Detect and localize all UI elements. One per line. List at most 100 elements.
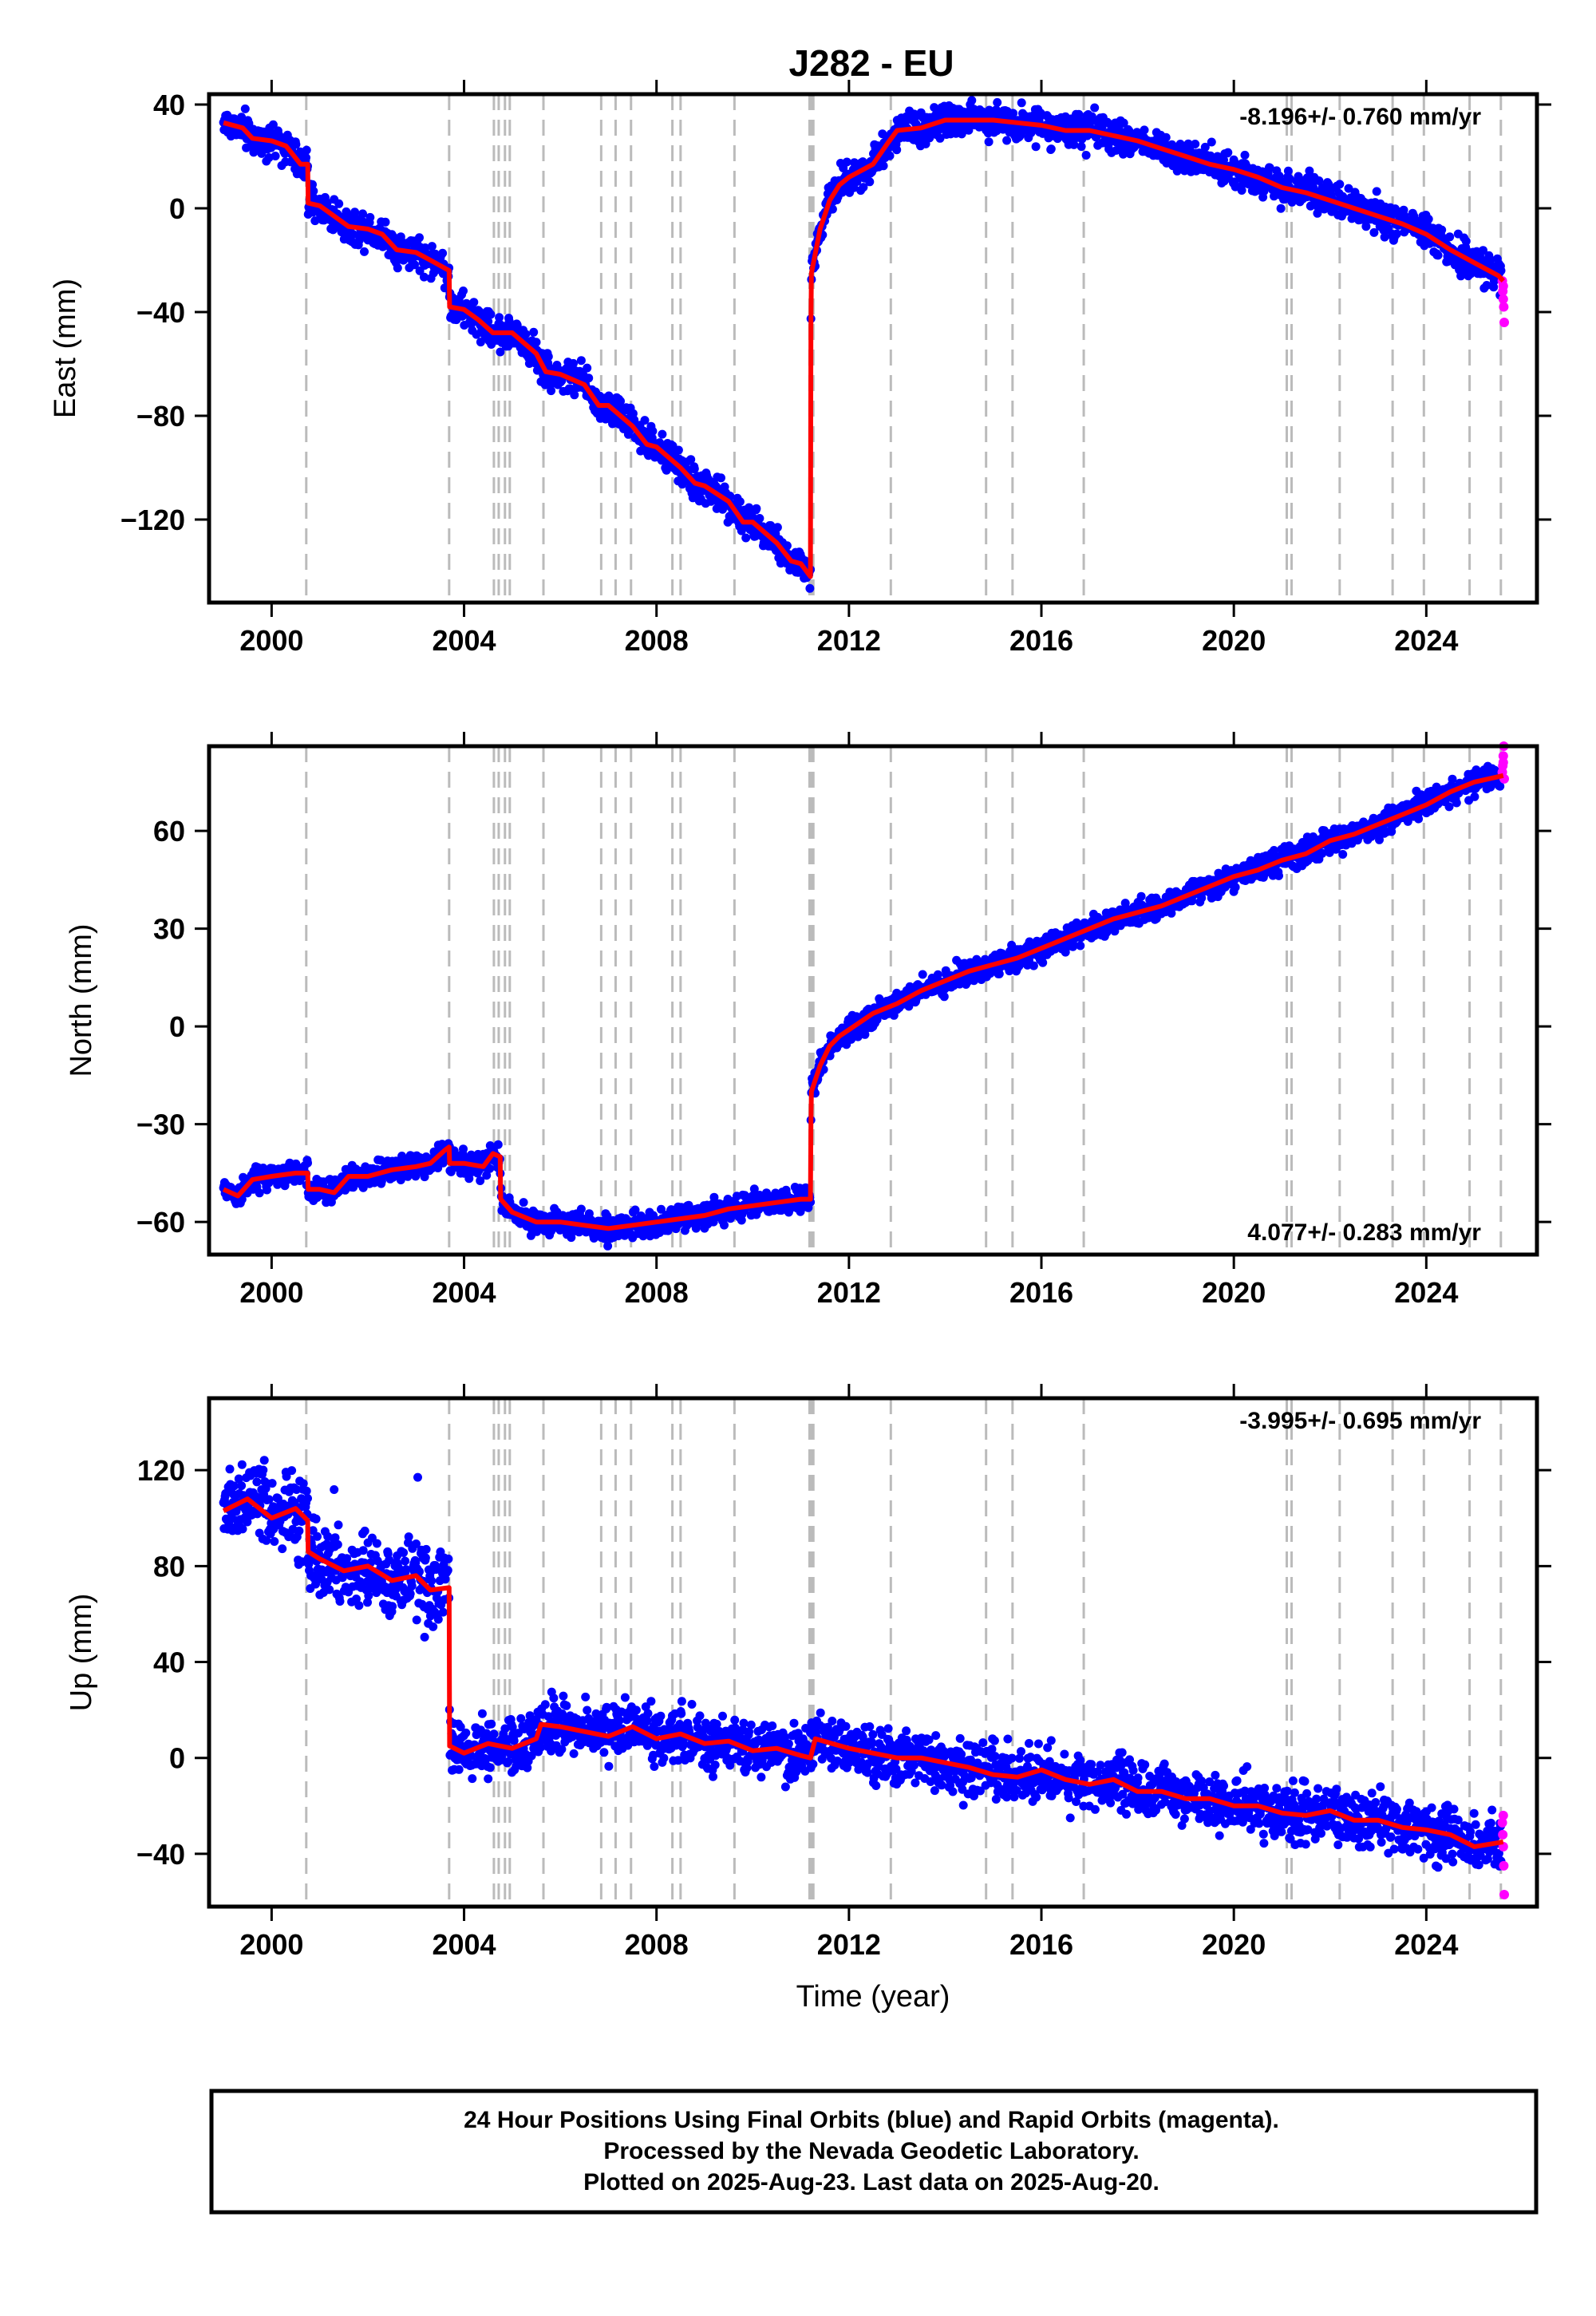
east-final-point <box>640 416 650 425</box>
east-final-point <box>1361 222 1371 231</box>
east-final-point <box>570 390 579 400</box>
east-final-point <box>1240 150 1250 160</box>
east-final-point <box>1191 140 1200 148</box>
east-final-point <box>865 177 875 187</box>
east-final-point <box>350 207 360 217</box>
north-final-point <box>1038 958 1048 967</box>
up-panel: 2000 2004 2008 2012 2016 2020 2024−4004080120U… <box>65 1384 1551 2014</box>
east-xtick-label: 2000 <box>239 624 303 657</box>
east-final-point <box>1276 204 1286 213</box>
north-panel: 2000 2004 2008 2012 2016 2020 2024−60−3003060N… <box>65 732 1551 1309</box>
east-final-point <box>1009 109 1018 118</box>
east-final-point <box>689 464 699 473</box>
east-final-point <box>782 541 792 551</box>
east-ytick-label: 40 <box>153 89 185 121</box>
east-final-point <box>1335 180 1345 189</box>
north-final-point <box>1029 961 1038 970</box>
north-xtick-label: 2024 <box>1394 1276 1458 1309</box>
east-final-point <box>1445 232 1455 242</box>
east-final-point <box>529 327 539 337</box>
east-final-point <box>584 373 594 383</box>
north-final-point <box>1338 850 1348 859</box>
east-final-point <box>842 157 851 167</box>
north-final-point <box>720 1220 729 1230</box>
east-final-point <box>616 397 625 406</box>
east-xtick-label: 2016 <box>1009 624 1073 657</box>
east-xtick-label: 2004 <box>432 624 496 657</box>
north-xtick-label: 2004 <box>432 1276 496 1309</box>
east-final-point <box>662 465 671 475</box>
east-final-point <box>984 137 994 147</box>
east-final-point <box>302 145 311 155</box>
east-final-point <box>486 310 496 319</box>
north-final-dots <box>219 761 1506 1251</box>
east-final-point <box>1461 236 1471 246</box>
east-final-point <box>1046 144 1056 154</box>
east-ylabel: East (mm) <box>49 279 82 418</box>
east-final-point <box>766 521 776 530</box>
north-ytick-label: 30 <box>153 913 185 946</box>
north-final-point <box>303 1158 312 1168</box>
east-final-point <box>879 161 888 171</box>
north-final-point <box>1470 792 1479 801</box>
east-final-point <box>1200 142 1210 152</box>
east-final-point <box>805 583 815 593</box>
panels: 2000 2004 2008 2012 2016 2020 2024−120−80−4004… <box>49 80 1551 2014</box>
east-final-point <box>935 133 945 143</box>
east-final-point <box>415 233 424 243</box>
north-xtick-label: 2020 <box>1202 1276 1266 1309</box>
east-final-point <box>360 247 369 256</box>
east-final-point <box>419 272 429 282</box>
east-final-point <box>576 356 586 366</box>
east-final-point <box>393 263 402 273</box>
north-ytick-label: 60 <box>153 815 185 848</box>
east-final-point <box>1090 103 1100 113</box>
east-final-point <box>309 186 318 196</box>
east-ytick-label: 0 <box>169 192 185 225</box>
east-final-point <box>1069 140 1079 149</box>
north-final-point <box>918 970 927 979</box>
east-ytick-label: −40 <box>136 296 185 329</box>
east-final-point <box>512 320 522 330</box>
east-final-point <box>358 209 367 219</box>
east-final-point <box>365 212 375 222</box>
east-xtick-label: 2012 <box>817 624 881 657</box>
east-final-point <box>322 198 332 207</box>
east-final-point <box>271 152 280 160</box>
east-final-point <box>885 151 895 160</box>
east-final-point <box>543 352 553 362</box>
east-final-point <box>302 153 310 162</box>
north-final-point <box>939 992 949 1002</box>
north-final-point <box>1452 798 1461 808</box>
north-final-point <box>576 1204 586 1214</box>
east-panel: 2000 2004 2008 2012 2016 2020 2024−120−80−4004… <box>49 80 1551 657</box>
north-final-point <box>1414 814 1424 824</box>
east-final-point <box>1140 125 1149 135</box>
north-ytick-label: 0 <box>169 1010 185 1043</box>
east-final-point <box>427 242 437 251</box>
east-final-point <box>1031 142 1041 152</box>
north-rate-label: 4.077+/- 0.283 mm/yr <box>1247 1219 1481 1246</box>
east-final-point <box>1017 98 1026 108</box>
east-final-point <box>717 473 725 483</box>
north-ylabel: North (mm) <box>65 923 98 1077</box>
east-final-point <box>993 97 1002 107</box>
north-ytick-label: −30 <box>136 1109 185 1141</box>
east-final-point <box>438 248 448 258</box>
east-final-point <box>686 455 696 464</box>
east-rapid-point <box>1499 302 1509 312</box>
north-final-point <box>1231 883 1240 892</box>
east-rapid-point <box>1499 318 1510 327</box>
east-final-point <box>469 298 479 307</box>
east-final-point <box>892 145 902 155</box>
figure-title: J282 - EU <box>788 42 954 84</box>
east-final-point <box>268 120 278 129</box>
east-final-point <box>495 313 504 322</box>
north-xtick-label: 2012 <box>817 1276 881 1309</box>
east-final-point <box>772 523 782 532</box>
north-final-point <box>519 1198 528 1207</box>
east-final-point <box>1207 137 1216 147</box>
east-final-point <box>1424 215 1433 223</box>
east-final-point <box>381 217 390 227</box>
east-final-point <box>1437 225 1447 235</box>
